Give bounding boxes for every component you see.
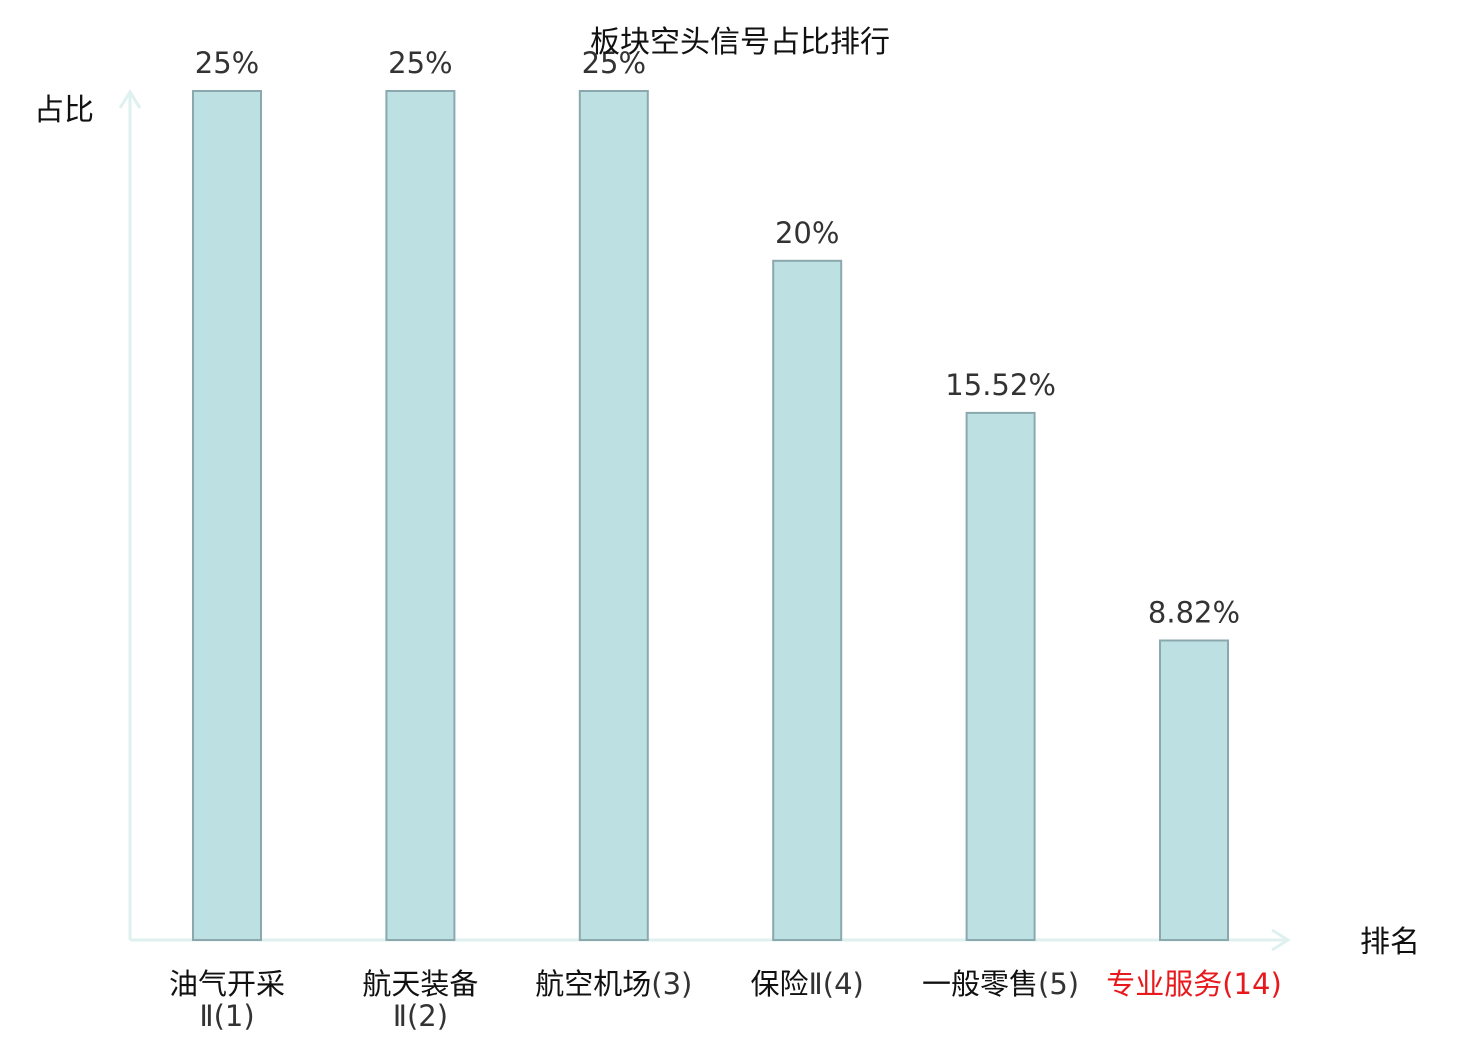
x-tick-label-name: 航天装备: [362, 967, 478, 1001]
x-tick-label: 油气开采: [169, 967, 285, 1001]
bar: [772, 259, 843, 941]
x-tick-label-name: 一般零售: [922, 967, 1038, 1001]
data-label: 25%: [195, 46, 259, 80]
x-tick-label-rank: (5): [1038, 967, 1079, 1001]
x-tick-label-name: 专业服务: [1106, 967, 1222, 1001]
data-label: 20%: [775, 216, 839, 250]
x-tick-label-rank: (14): [1222, 967, 1282, 1001]
y-axis-label: 占比: [34, 93, 94, 128]
x-axis-arrow-icon: [1271, 928, 1291, 952]
data-label: 15.52%: [945, 368, 1056, 402]
x-tick-label: 航空机场(3): [535, 967, 692, 1001]
chart-title: 板块空头信号占比排行: [590, 25, 890, 60]
data-label: 8.82%: [1148, 596, 1240, 630]
bar: [192, 90, 262, 941]
bar: [385, 90, 456, 941]
x-tick-label-rank: Ⅱ(1): [199, 999, 254, 1033]
y-axis-arrow-icon: [118, 89, 142, 109]
x-tick-label-rank: (3): [651, 967, 692, 1001]
x-axis-label: 排名: [1360, 925, 1420, 960]
x-tick-label-rank: Ⅱ(4): [809, 967, 864, 1001]
data-label: 25%: [388, 46, 452, 80]
x-tick-label: 一般零售(5): [922, 967, 1079, 1001]
x-tick-label: 航天装备: [362, 967, 478, 1001]
bar: [578, 90, 649, 941]
axes: [118, 89, 1291, 952]
x-tick-label-name: 航空机场: [535, 967, 651, 1001]
x-tick-label-name: 油气开采: [169, 967, 285, 1001]
x-tick-label-name: 保险: [751, 967, 809, 1001]
x-tick-label: 专业服务(14): [1106, 967, 1282, 1001]
x-tick-label: 保险Ⅱ(4): [751, 967, 864, 1001]
x-tick-label-rank: Ⅱ(2): [393, 999, 448, 1033]
bar: [1159, 639, 1229, 941]
bars: [192, 90, 1229, 941]
data-label: 25%: [582, 46, 646, 80]
value-labels: 25% 25% 25% 20% 15.52% 8.82%: [195, 46, 1240, 630]
bar: [965, 411, 1036, 941]
